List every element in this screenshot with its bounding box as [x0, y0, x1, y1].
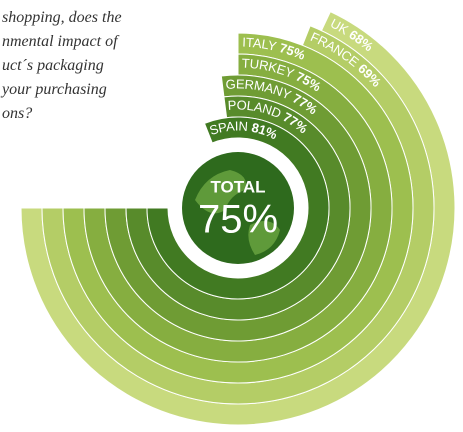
question-line: nmental impact of — [2, 33, 120, 50]
question-line: ons? — [2, 105, 32, 122]
category-label: SPAIN — [208, 119, 249, 139]
total-value: 75% — [198, 198, 278, 242]
question: shopping, does the nmental impact of uct´s… — [0, 9, 122, 122]
category-label: ITALY — [242, 35, 278, 54]
question-line: uct´s packaging — [2, 57, 104, 74]
ring-bar — [146, 116, 330, 300]
question-line: shopping, does the — [2, 9, 122, 26]
globe-land — [195, 170, 246, 214]
total-label: TOTAL — [210, 177, 265, 196]
globe-land — [248, 221, 280, 255]
rings: UK 68%FRANCE 69%ITALY 75%TURKEY 75%GERMA… — [20, 10, 456, 426]
question-line: your purchasing — [0, 81, 107, 98]
